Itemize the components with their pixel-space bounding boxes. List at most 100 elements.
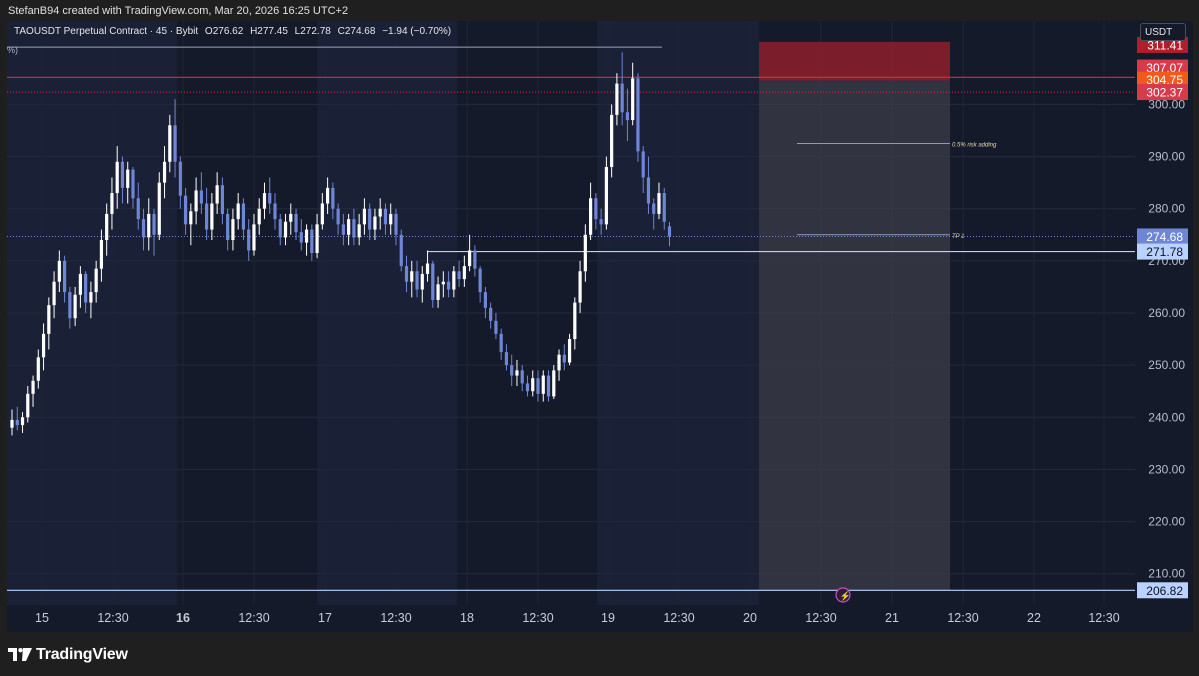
candle-body[interactable] (552, 370, 556, 397)
candle-body[interactable] (489, 307, 493, 321)
candle-body[interactable] (299, 232, 303, 243)
candle-body[interactable] (441, 281, 445, 285)
price-chart[interactable]: 0.5% risk adding TP 1 ⚡ 210.00 220.00 230.00 2… (7, 21, 1193, 632)
candle-body[interactable] (220, 185, 224, 214)
candle-body[interactable] (84, 273, 88, 303)
candle-body[interactable] (36, 357, 40, 381)
candle-body[interactable] (347, 219, 351, 235)
candle-body[interactable] (341, 224, 345, 235)
candle-body[interactable] (410, 271, 414, 282)
candle-body[interactable] (210, 203, 214, 230)
candle-body[interactable] (436, 284, 440, 300)
candle-body[interactable] (610, 114, 614, 167)
candle-body[interactable] (383, 208, 388, 225)
candle-body[interactable] (99, 240, 104, 269)
candle-body[interactable] (247, 229, 251, 251)
candle-body[interactable] (520, 370, 524, 384)
candle-body[interactable] (641, 151, 645, 178)
candle-body[interactable] (115, 161, 119, 194)
candle-body[interactable] (615, 83, 619, 115)
candle-body[interactable] (362, 208, 367, 225)
candle-body[interactable] (462, 266, 466, 280)
candle-body[interactable] (578, 271, 582, 303)
candle-body[interactable] (226, 213, 230, 240)
symbol-title[interactable]: TAOUSDT Perpetual Contract · 45 · Bybit (14, 26, 199, 37)
candle-body[interactable] (294, 213, 298, 233)
candle-body[interactable] (168, 125, 172, 162)
candle-body[interactable] (468, 250, 472, 267)
candle-body[interactable] (152, 213, 156, 235)
candle-body[interactable] (620, 83, 624, 113)
candle-body[interactable] (262, 193, 267, 209)
candle-body[interactable] (483, 292, 487, 308)
candle-body[interactable] (268, 193, 272, 204)
candle-body[interactable] (10, 419, 14, 428)
candle-body[interactable] (131, 169, 135, 199)
candle-body[interactable] (126, 169, 130, 188)
candle-body[interactable] (431, 263, 435, 300)
candle-body[interactable] (73, 294, 77, 319)
candle-body[interactable] (389, 213, 393, 225)
candle-body[interactable] (404, 266, 409, 282)
candle-body[interactable] (205, 203, 209, 230)
candle-body[interactable] (604, 167, 608, 225)
candle-body[interactable] (136, 198, 140, 220)
candle-body[interactable] (41, 333, 46, 358)
candle-body[interactable] (336, 208, 340, 225)
candle-body[interactable] (352, 219, 356, 238)
candle-body[interactable] (120, 161, 125, 188)
candle-body[interactable] (583, 234, 587, 272)
candle-body[interactable] (525, 383, 530, 392)
candle-body[interactable] (31, 380, 35, 394)
tradingview-logo[interactable]: TradingView (8, 646, 128, 664)
candle-body[interactable] (531, 378, 535, 392)
candle-body[interactable] (457, 271, 461, 280)
candle-body[interactable] (452, 271, 456, 290)
candle-body[interactable] (310, 229, 314, 254)
candle-body[interactable] (373, 216, 377, 230)
candle-body[interactable] (273, 203, 277, 220)
candle-body[interactable] (399, 234, 403, 267)
candle-body[interactable] (599, 219, 603, 225)
candle-body[interactable] (199, 190, 203, 204)
candle-body[interactable] (557, 354, 561, 371)
candle-body[interactable] (194, 190, 198, 212)
candle-body[interactable] (178, 161, 182, 196)
candle-body[interactable] (567, 339, 572, 363)
candle-body[interactable] (631, 78, 635, 121)
price-axis[interactable] (1135, 21, 1193, 605)
candle-body[interactable] (147, 213, 151, 238)
candle-body[interactable] (57, 260, 61, 282)
candle-body[interactable] (326, 187, 330, 204)
candle-body[interactable] (94, 268, 98, 293)
candle-body[interactable] (394, 213, 398, 235)
candle-body[interactable] (231, 219, 235, 240)
candle-body[interactable] (105, 213, 109, 240)
time-axis[interactable] (7, 605, 1193, 632)
candle-body[interactable] (625, 112, 630, 121)
candle-body[interactable] (478, 268, 482, 293)
take-profit-zone[interactable] (759, 80, 950, 591)
stop-loss-zone[interactable] (759, 41, 950, 81)
candle-body[interactable] (636, 78, 640, 152)
candle-body[interactable] (257, 208, 261, 225)
candle-body[interactable] (20, 417, 25, 426)
candle-body[interactable] (425, 263, 430, 274)
candle-body[interactable] (189, 211, 193, 225)
candle-body[interactable] (652, 203, 656, 214)
candle-body[interactable] (546, 375, 551, 397)
candle-body[interactable] (315, 224, 319, 254)
alert-icon[interactable] (835, 587, 851, 603)
candle-body[interactable] (515, 370, 519, 376)
candle-body[interactable] (504, 352, 509, 366)
candle-body[interactable] (26, 393, 30, 418)
currency-button[interactable]: USDT (1140, 23, 1186, 41)
candle-body[interactable] (289, 213, 293, 222)
candle-body[interactable] (368, 208, 372, 230)
candle-body[interactable] (141, 219, 146, 238)
candle-body[interactable] (562, 354, 566, 363)
candle-body[interactable] (89, 292, 93, 303)
candle-body[interactable] (157, 182, 161, 235)
candle-body[interactable] (52, 281, 56, 306)
candle-body[interactable] (420, 273, 424, 290)
